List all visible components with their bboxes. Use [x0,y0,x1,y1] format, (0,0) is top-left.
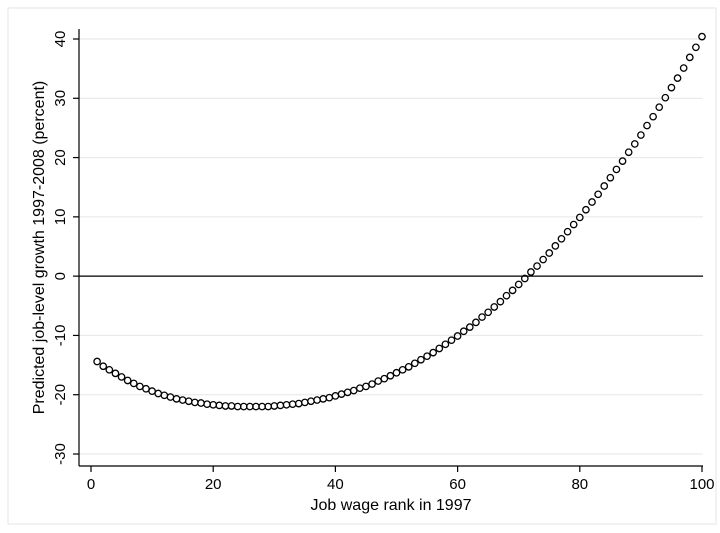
x-tick-label: 0 [87,476,95,493]
data-point [514,280,523,289]
y-axis-ticks: -30 -20 -10 0 10 20 30 40 [52,31,79,465]
data-point [551,242,560,250]
x-axis-title: Job wage rank in 1997 [311,497,472,514]
data-point [502,291,511,300]
data-point [533,262,541,270]
data-point [606,173,615,182]
y-tick-label: 20 [52,149,69,166]
data-point [612,165,621,174]
data-point [588,198,596,206]
data-point [655,103,664,112]
data-point [637,131,645,139]
x-tick-label: 60 [449,476,466,493]
data-point [527,268,535,276]
data-point [111,369,120,378]
data-point [465,323,474,331]
data-point [667,83,676,92]
data-point [380,374,389,383]
data-point [618,157,627,165]
y-tick-label: -20 [52,384,69,406]
data-point [447,336,456,345]
y-tick-label: 10 [52,209,69,226]
y-axis-title: Predicted job-level growth 1997-2008 (pe… [31,81,48,415]
data-point [582,205,590,214]
y-tick-label: 40 [52,31,69,48]
data-point [417,355,425,364]
data-point [484,308,492,317]
y-tick-label: 30 [52,90,69,107]
data-point [630,140,639,148]
x-tick-label: 100 [689,476,714,493]
data-point [673,74,682,82]
data-point [99,362,108,371]
data-point [508,286,517,295]
data-point [453,332,462,340]
data-point [539,255,547,264]
data-point [600,182,609,190]
y-tick-label: -10 [52,325,69,347]
data-point [129,379,138,388]
data-point [93,357,101,366]
data-point [698,32,706,41]
x-tick-label: 20 [205,476,222,493]
data-point [594,190,602,199]
x-axis-ticks: 0 20 40 60 80 100 [87,466,715,493]
data-point [392,368,401,377]
data-point [386,371,395,380]
data-point [117,373,126,381]
data-point [685,53,694,62]
y-tick-label: 0 [52,272,69,280]
data-point [649,112,657,121]
data-point [692,43,700,52]
data-point [123,376,132,385]
data-point [441,340,450,349]
data-point [557,234,566,243]
data-point [496,297,505,306]
data-point [569,220,578,229]
data-point [520,274,529,283]
data-point [423,352,431,361]
data-points [93,32,706,411]
data-point [679,64,688,72]
data-point [105,365,114,374]
y-tick-label: -30 [52,443,69,465]
axes [78,29,703,467]
data-point [643,121,651,130]
data-point [435,344,444,353]
data-point [490,303,499,311]
plot-region-frame [7,7,717,525]
data-point [429,348,438,357]
x-tick-label: 80 [571,476,588,493]
data-point [661,93,670,102]
data-point [472,318,480,327]
data-point [459,327,468,336]
data-point [624,148,633,157]
data-point [575,213,584,222]
x-tick-label: 40 [327,476,344,493]
data-point [545,249,554,257]
data-point [563,227,572,236]
data-point [404,362,413,371]
data-point [410,359,419,368]
data-point [478,313,486,321]
data-point [368,380,376,388]
data-point [398,365,407,374]
